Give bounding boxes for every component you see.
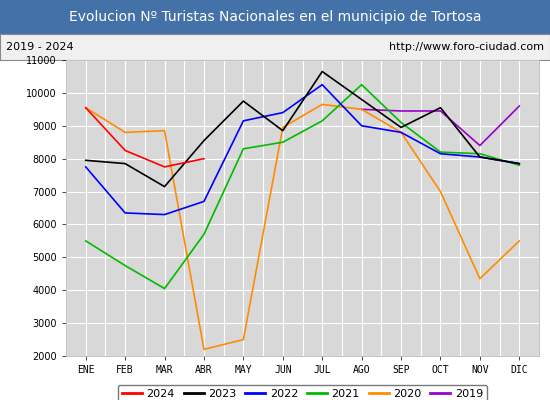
Legend: 2024, 2023, 2022, 2021, 2020, 2019: 2024, 2023, 2022, 2021, 2020, 2019 — [118, 385, 487, 400]
Text: Evolucion Nº Turistas Nacionales en el municipio de Tortosa: Evolucion Nº Turistas Nacionales en el m… — [69, 10, 481, 24]
Text: http://www.foro-ciudad.com: http://www.foro-ciudad.com — [389, 42, 544, 52]
Text: 2019 - 2024: 2019 - 2024 — [6, 42, 73, 52]
